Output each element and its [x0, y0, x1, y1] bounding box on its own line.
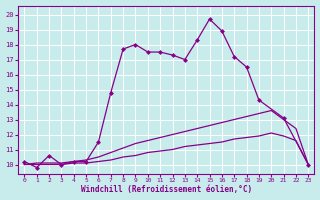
- X-axis label: Windchill (Refroidissement éolien,°C): Windchill (Refroidissement éolien,°C): [81, 185, 252, 194]
